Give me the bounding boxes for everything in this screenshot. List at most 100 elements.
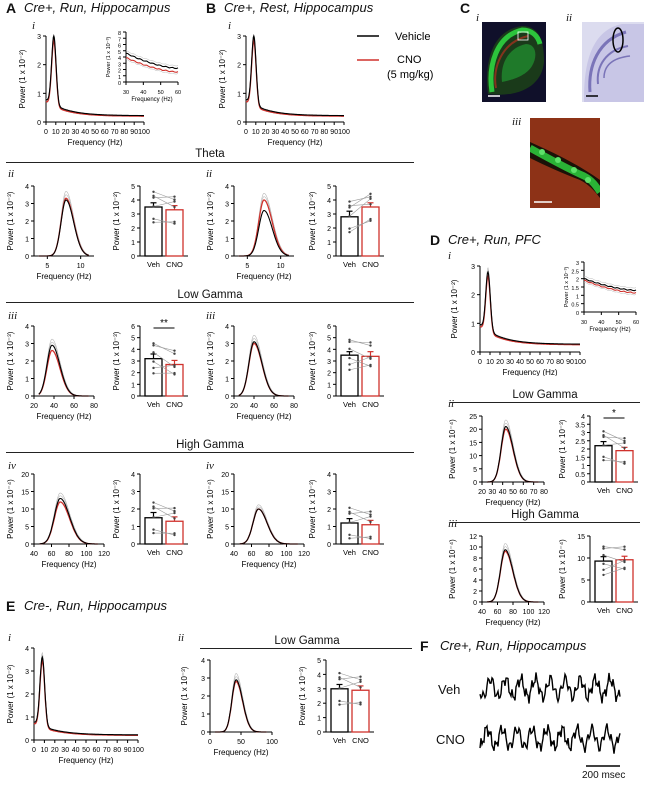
subject-point [369,219,372,222]
subject-point [338,676,341,679]
y-tick-label: 3 [131,212,135,219]
x-tick-label: 10 [486,359,494,366]
x-tick-label: 50 [237,739,245,746]
subject-point [152,501,155,504]
bar-category-label: Veh [597,486,610,495]
bar-category-label: Veh [343,548,356,557]
y-tick-label: 1 [581,464,585,471]
subject-point [359,686,362,689]
y-tick-label: 2 [25,219,29,226]
y-tick-label: 2 [327,507,331,514]
y-tick-label: 3.5 [575,422,585,429]
x-tick-label: 50 [616,320,622,326]
subject-point [602,455,605,459]
y-tick-label: 5 [118,50,121,56]
bar-category-label: CNO [166,260,183,269]
subject-point [152,516,155,519]
inset-x-title: Frequency (Hz) [131,97,172,103]
y-tick-label: 15 [221,490,229,497]
subject-point [602,545,605,548]
sub-a-iii: iii [8,310,18,322]
x-tick-label: 5 [45,263,49,270]
sub-b-ii: ii [206,168,213,180]
y-tick-label: 5 [131,184,135,191]
subject-point [173,363,176,367]
y-tick-label: 0 [25,738,29,745]
x-tick-label: 40 [598,320,604,326]
y-tick-label: 6 [118,44,121,50]
fluorescence-zoom-section [530,118,600,208]
subject-point [623,462,626,465]
x-tick-label: 100 [281,551,293,558]
subject-point [152,196,155,199]
y-tick-label: 1.5 [575,455,585,462]
x-tick-label: 80 [540,489,548,496]
chart-d-iii-bar: 0 5 10 15 Power (1 x 10⁻⁴) Veh CNO [558,534,638,615]
x-tick-label: 80 [90,403,98,410]
y-tick-label: 15 [469,440,477,447]
chart-d-iii: 0 2 4 6 8 10 12 40 60 80 100 120 Power (1 x 10⁻⁴) Fre… [448,534,550,627]
y-tick-label: 6 [473,567,477,574]
y-tick-label: 1 [225,237,229,244]
y-tick-label: 3 [37,34,41,41]
y-tick-label: 5 [581,578,585,585]
subject-point [369,510,372,513]
cno-bar [615,559,634,603]
y-tick-label: 8 [473,556,477,563]
chart-a-iv: 0 5 10 15 20 40 60 80 100 120 Power (1 x 10⁻⁴) Freq… [6,472,110,569]
subject-line [153,221,175,223]
y-tick-label: 5 [327,336,331,343]
subject-line [153,364,175,369]
cno-bar [165,209,184,257]
x-tick-label: 90 [130,129,138,136]
y-axis-title: Power (1 x 10⁻³) [308,331,317,390]
subject-point [369,195,372,199]
x-tick-label: 120 [298,551,310,558]
y-tick-label: 0 [131,542,135,549]
veh-bar [594,560,613,603]
subject-line [349,218,371,233]
subject-point [338,699,341,703]
sem-upper-line [245,35,344,116]
subject-line [603,546,625,549]
subject-point [348,510,351,514]
y-axis-title: Power (1 x 10⁻²) [206,191,215,250]
y-tick-label: 12 [469,534,477,541]
x-tick-label: 80 [556,359,564,366]
sem-upper-line [238,335,289,397]
y-tick-label: 4 [131,198,135,205]
subject-line [153,191,175,200]
subject-line [153,343,175,354]
chart-b-iv: 0 5 10 15 20 40 60 80 100 120 Power (1 x 10⁻⁴) Freq… [206,472,310,569]
y-axis-title: Power (1 x 10⁻³) [112,479,121,538]
bar-category-label: Veh [147,260,160,269]
subject-point [338,687,341,690]
y-axis-title: Power (1 x 10⁻⁴) [206,479,215,539]
subject-point [152,528,155,531]
y-tick-label: 1 [317,716,321,723]
cno-spectrum-line [38,349,89,397]
subject-point [359,680,362,683]
vehicle-spectrum-line [39,497,98,545]
x-axis-title: Frequency (Hz) [36,412,91,421]
y-axis-title: Power (1 x 10⁻³) [106,37,112,78]
sub-b-iii: iii [206,310,216,322]
y-tick-label: 1 [25,377,29,384]
y-tick-label: 4 [327,198,331,205]
subject-point [359,701,362,704]
x-tick-label: 30 [581,320,587,326]
x-tick-label: 0 [478,359,482,366]
subject-line [603,442,625,446]
inset-vehicle-line [583,278,637,292]
y-tick-label: 1 [471,321,475,328]
veh-bar [330,688,349,733]
y-axis-title: Power (1 x 10⁻³) [564,267,570,308]
subject-line [349,507,371,515]
subject-point [359,675,362,678]
subject-point [348,206,351,209]
inset-vehicle-line [125,52,179,70]
vehicle-spectrum-line [239,508,298,545]
y-tick-label: 3 [131,359,135,366]
